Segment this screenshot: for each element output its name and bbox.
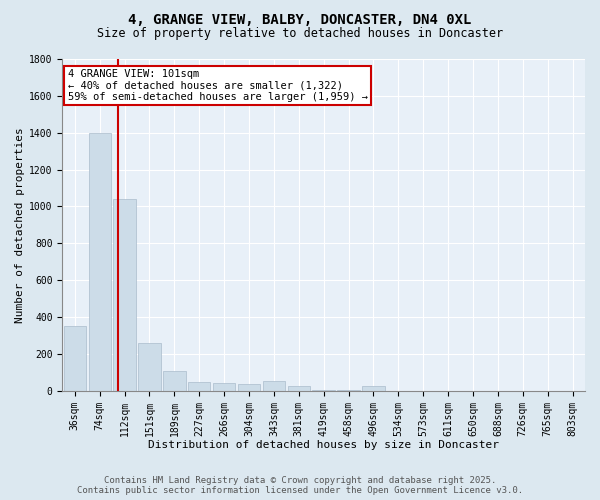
Bar: [89, 132, 111, 391]
Bar: [238, 384, 260, 391]
Bar: [362, 386, 385, 391]
Text: Size of property relative to detached houses in Doncaster: Size of property relative to detached ho…: [97, 28, 503, 40]
Bar: [64, 326, 86, 391]
Bar: [287, 386, 310, 391]
Bar: [213, 382, 235, 391]
Bar: [163, 370, 185, 391]
X-axis label: Distribution of detached houses by size in Doncaster: Distribution of detached houses by size …: [148, 440, 499, 450]
Y-axis label: Number of detached properties: Number of detached properties: [15, 127, 25, 323]
Text: 4, GRANGE VIEW, BALBY, DONCASTER, DN4 0XL: 4, GRANGE VIEW, BALBY, DONCASTER, DN4 0X…: [128, 12, 472, 26]
Text: Contains HM Land Registry data © Crown copyright and database right 2025.
Contai: Contains HM Land Registry data © Crown c…: [77, 476, 523, 495]
Text: 4 GRANGE VIEW: 101sqm
← 40% of detached houses are smaller (1,322)
59% of semi-d: 4 GRANGE VIEW: 101sqm ← 40% of detached …: [68, 69, 368, 102]
Bar: [138, 343, 161, 391]
Bar: [263, 380, 285, 391]
Bar: [188, 382, 211, 391]
Bar: [113, 199, 136, 391]
